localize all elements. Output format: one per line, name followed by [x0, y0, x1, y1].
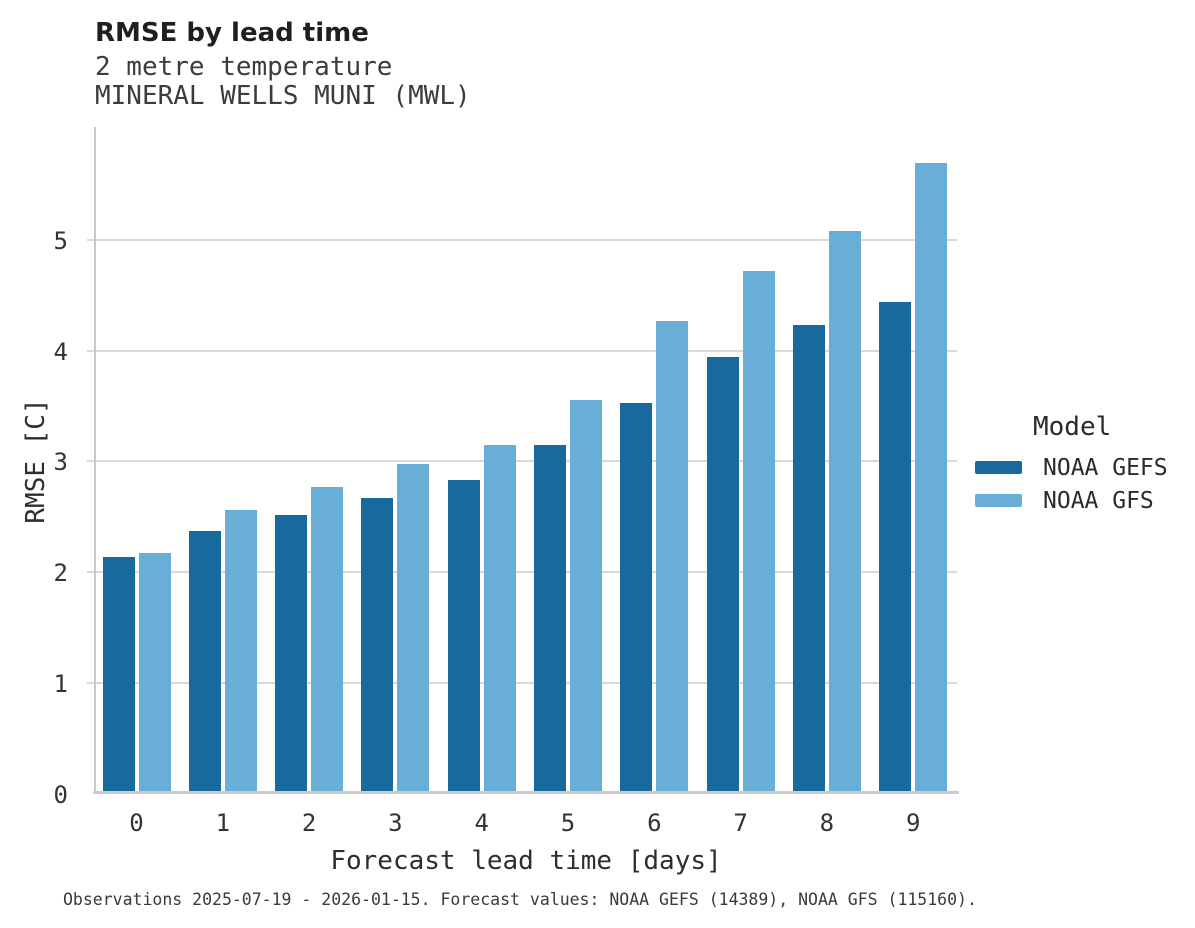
legend-swatch-noaa-gfs	[975, 494, 1022, 507]
gridline-y-5	[87, 239, 957, 242]
legend-entry-noaa-gefs: NOAA GEFS	[975, 451, 1168, 484]
x-axis-title: Forecast lead time [days]	[330, 846, 722, 876]
bar-noaa-gefs-lead-0	[102, 556, 135, 793]
x-tick-label-4: 4	[474, 809, 489, 837]
bar-noaa-gfs-lead-8	[828, 231, 861, 793]
bar-noaa-gfs-lead-2	[311, 486, 344, 793]
y-tick-label-2: 2	[53, 559, 68, 588]
x-tick-label-8: 8	[819, 809, 835, 837]
y-axis-spine	[94, 127, 96, 794]
y-tick-label-4: 4	[53, 337, 68, 366]
bar-noaa-gefs-lead-5	[534, 444, 566, 793]
legend-label-noaa-gefs: NOAA GEFS	[1043, 454, 1168, 481]
bar-noaa-gefs-lead-9	[879, 302, 912, 793]
legend: Model NOAA GEFS NOAA GFS	[975, 412, 1168, 517]
bar-noaa-gefs-lead-3	[361, 498, 394, 793]
gridline-y-4	[87, 349, 957, 352]
x-tick-label-0: 0	[129, 809, 144, 837]
x-tick-label-2: 2	[301, 809, 317, 837]
footnote-caption: Observations 2025-07-19 - 2026-01-15. Fo…	[63, 890, 977, 909]
y-tick-label-0: 0	[53, 780, 68, 809]
gridline-y-1	[87, 681, 957, 684]
x-tick-label-7: 7	[733, 809, 748, 837]
x-axis-spine	[93, 791, 959, 794]
bar-noaa-gfs-lead-1	[224, 510, 257, 793]
bar-noaa-gfs-lead-0	[138, 553, 171, 793]
bar-noaa-gefs-lead-4	[447, 480, 480, 793]
y-tick-label-1: 1	[53, 669, 68, 698]
bar-noaa-gefs-lead-2	[275, 514, 308, 793]
bar-noaa-gefs-lead-8	[792, 325, 825, 793]
legend-title: Model	[1033, 412, 1112, 442]
legend-entry-noaa-gfs: NOAA GFS	[975, 484, 1168, 517]
x-tick-label-3: 3	[388, 809, 403, 837]
gridline-y-3	[87, 460, 957, 463]
bar-noaa-gfs-lead-9	[915, 162, 948, 793]
x-tick-label-1: 1	[215, 809, 231, 837]
legend-entries: NOAA GEFS NOAA GFS	[975, 451, 1168, 517]
bar-noaa-gefs-lead-7	[706, 357, 739, 793]
bar-noaa-gefs-lead-6	[620, 402, 653, 793]
bar-noaa-gfs-lead-4	[483, 444, 516, 793]
chart-title: RMSE by lead time	[95, 18, 369, 48]
y-tick-label-3: 3	[53, 448, 68, 477]
chart-subtitle-station: MINERAL WELLS MUNI (MWL)	[95, 81, 471, 111]
x-tick-label-6: 6	[647, 809, 662, 837]
bar-noaa-gfs-lead-3	[397, 463, 430, 793]
x-tick-label-9: 9	[905, 809, 921, 837]
legend-label-noaa-gfs: NOAA GFS	[1043, 487, 1154, 514]
legend-swatch-noaa-gefs	[975, 461, 1022, 474]
bar-noaa-gfs-lead-5	[570, 399, 602, 793]
bar-noaa-gfs-lead-6	[656, 320, 689, 793]
bar-noaa-gfs-lead-7	[742, 271, 775, 793]
x-tick-label-5: 5	[560, 809, 576, 837]
chart-subtitle-variable: 2 metre temperature	[95, 52, 393, 82]
y-tick-label-5: 5	[53, 227, 68, 256]
gridline-y-2	[87, 571, 957, 574]
bar-noaa-gefs-lead-1	[188, 531, 221, 793]
